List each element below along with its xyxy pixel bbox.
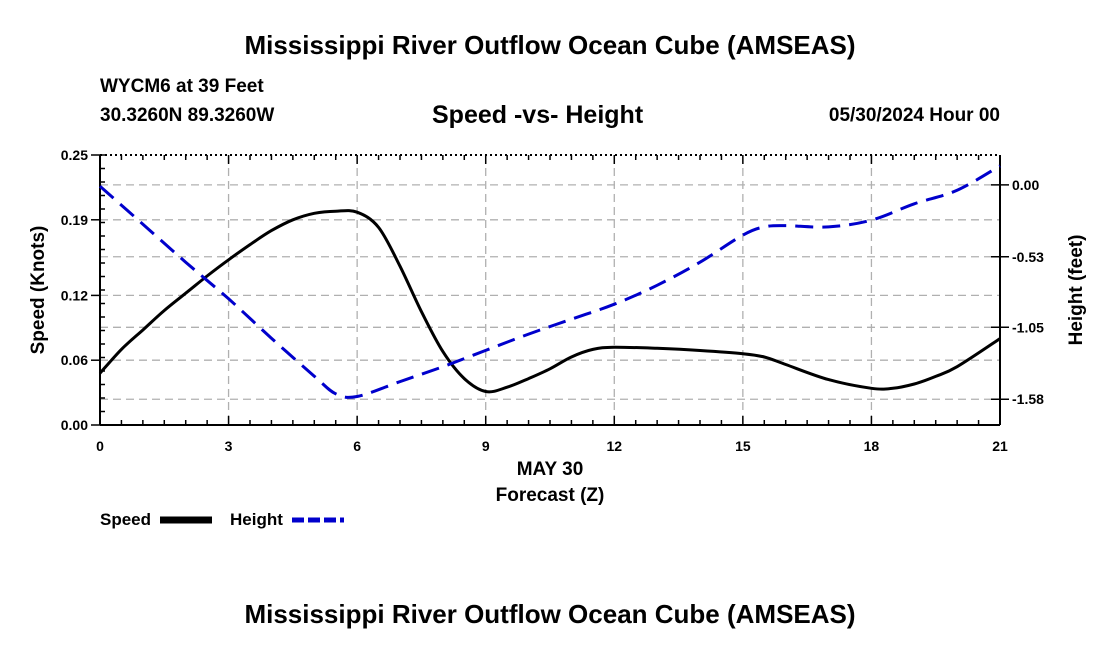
y-right-tick-label: -0.53	[1012, 249, 1044, 265]
y-left-tick-label: 0.00	[61, 417, 88, 433]
x-tick-label: 12	[606, 438, 622, 454]
legend: Speed Height	[100, 510, 344, 529]
series-line-height	[99, 164, 1001, 399]
y-left-tick-label: 0.19	[61, 212, 88, 228]
y-axis-left-label: Speed (Knots)	[28, 226, 49, 355]
x-tick-label: 6	[353, 438, 361, 454]
grid-lines	[100, 155, 1000, 425]
x-tick-label: 0	[96, 438, 104, 454]
axis-labels: MAY 30 Forecast (Z) Speed (Knots) Height…	[28, 226, 1087, 506]
plot-frame	[99, 154, 1001, 426]
x-tick-label: 15	[735, 438, 751, 454]
bottom-title: Mississippi River Outflow Ocean Cube (AM…	[244, 599, 856, 629]
coordinates-label: 30.3260N 89.3260W	[100, 105, 275, 126]
x-tick-label: 9	[482, 438, 490, 454]
x-axis-label: Forecast (Z)	[496, 485, 605, 506]
chart-main-title: Mississippi River Outflow Ocean Cube (AM…	[244, 30, 856, 60]
axis-ticks: 0 3 6 9 12 15 18 21 0.00 0.06 0.12 0.19 0.25 0.00 -0.5…	[61, 147, 1044, 454]
x-axis-date-label: MAY 30	[517, 459, 584, 480]
y-left-tick-label: 0.12	[61, 287, 88, 303]
y-right-tick-label: -1.05	[1012, 319, 1044, 335]
y-right-tick-label: 0.00	[1012, 177, 1039, 193]
x-tick-label: 18	[864, 438, 880, 454]
y-right-tick-label: -1.58	[1012, 391, 1044, 407]
y-left-tick-label: 0.06	[61, 352, 88, 368]
legend-speed-label: Speed	[100, 510, 151, 529]
series-line-speed	[98, 209, 1001, 394]
station-label: WYCM6 at 39 Feet	[100, 76, 264, 97]
forecast-date-label: 05/30/2024 Hour 00	[828, 105, 1000, 126]
chart-subtitle: Speed -vs- Height	[432, 101, 644, 129]
data-series	[98, 164, 1001, 399]
y-axis-right-label: Height (feet)	[1066, 235, 1087, 346]
x-tick-label: 3	[225, 438, 233, 454]
y-left-tick-label: 0.25	[61, 147, 88, 163]
x-tick-label: 21	[992, 438, 1008, 454]
legend-height-label: Height	[230, 510, 283, 529]
